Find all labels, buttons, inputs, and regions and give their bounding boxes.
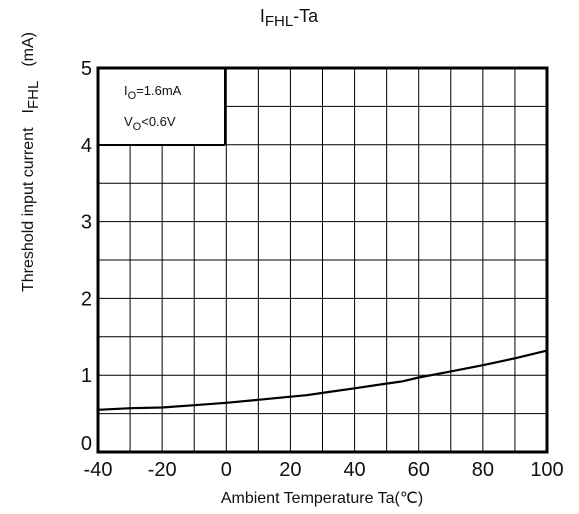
annotation-vo-sub: O — [133, 121, 142, 133]
y-axis-label-symbol-sub: FHL — [25, 81, 42, 109]
y-tick-label: 5 — [81, 58, 92, 80]
y-tick-labels: 0 1 2 3 4 5 — [81, 58, 92, 455]
annotation-vo: VO<0.6V — [124, 114, 176, 133]
annotation-vo-main: V — [124, 114, 133, 129]
annotation-io-sub: O — [128, 90, 137, 102]
y-axis-label: Threshold input current IFHL (mA) — [20, 32, 42, 292]
annotation-io-rest: =1.6mA — [136, 83, 181, 98]
y-tick-label: 1 — [81, 365, 92, 387]
x-tick-label: 60 — [408, 459, 430, 481]
grid-lines — [98, 68, 547, 452]
x-tick-labels: -40 -20 0 20 40 60 80 100 — [84, 459, 564, 481]
y-tick-label: 3 — [81, 212, 92, 234]
annotation-vo-rest: <0.6V — [141, 114, 176, 129]
chart-title: IFHL-Ta — [260, 6, 319, 30]
y-axis-label-main: Threshold input current — [20, 127, 37, 292]
x-tick-label: 80 — [472, 459, 494, 481]
x-tick-label: -40 — [84, 459, 113, 481]
chart-title-suffix: -Ta — [293, 6, 319, 26]
x-tick-label: 100 — [530, 459, 563, 481]
x-axis-label: Ambient Temperature Ta(℃) — [221, 490, 423, 507]
y-tick-label: 0 — [81, 433, 92, 455]
annotation-io-main: I — [124, 83, 128, 98]
x-tick-label: 20 — [279, 459, 301, 481]
annotation-io: IO=1.6mA — [124, 83, 182, 102]
annotation-box: IO=1.6mA VO<0.6V — [98, 68, 226, 146]
plot-frame — [96, 66, 549, 454]
y-tick-label: 4 — [81, 135, 92, 157]
chart-title-sub: FHL — [265, 13, 293, 30]
y-axis-label-symbol: I — [20, 109, 37, 113]
annotation-background — [98, 68, 225, 145]
series-group — [97, 349, 548, 411]
chart-title-prefix: I — [260, 6, 265, 26]
y-axis-label-unit: (mA) — [20, 32, 37, 67]
x-tick-label: 0 — [221, 459, 232, 481]
y-tick-label: 2 — [81, 288, 92, 310]
x-tick-label: -20 — [148, 459, 177, 481]
x-tick-label: 40 — [343, 459, 365, 481]
series-line-0 — [97, 349, 548, 411]
